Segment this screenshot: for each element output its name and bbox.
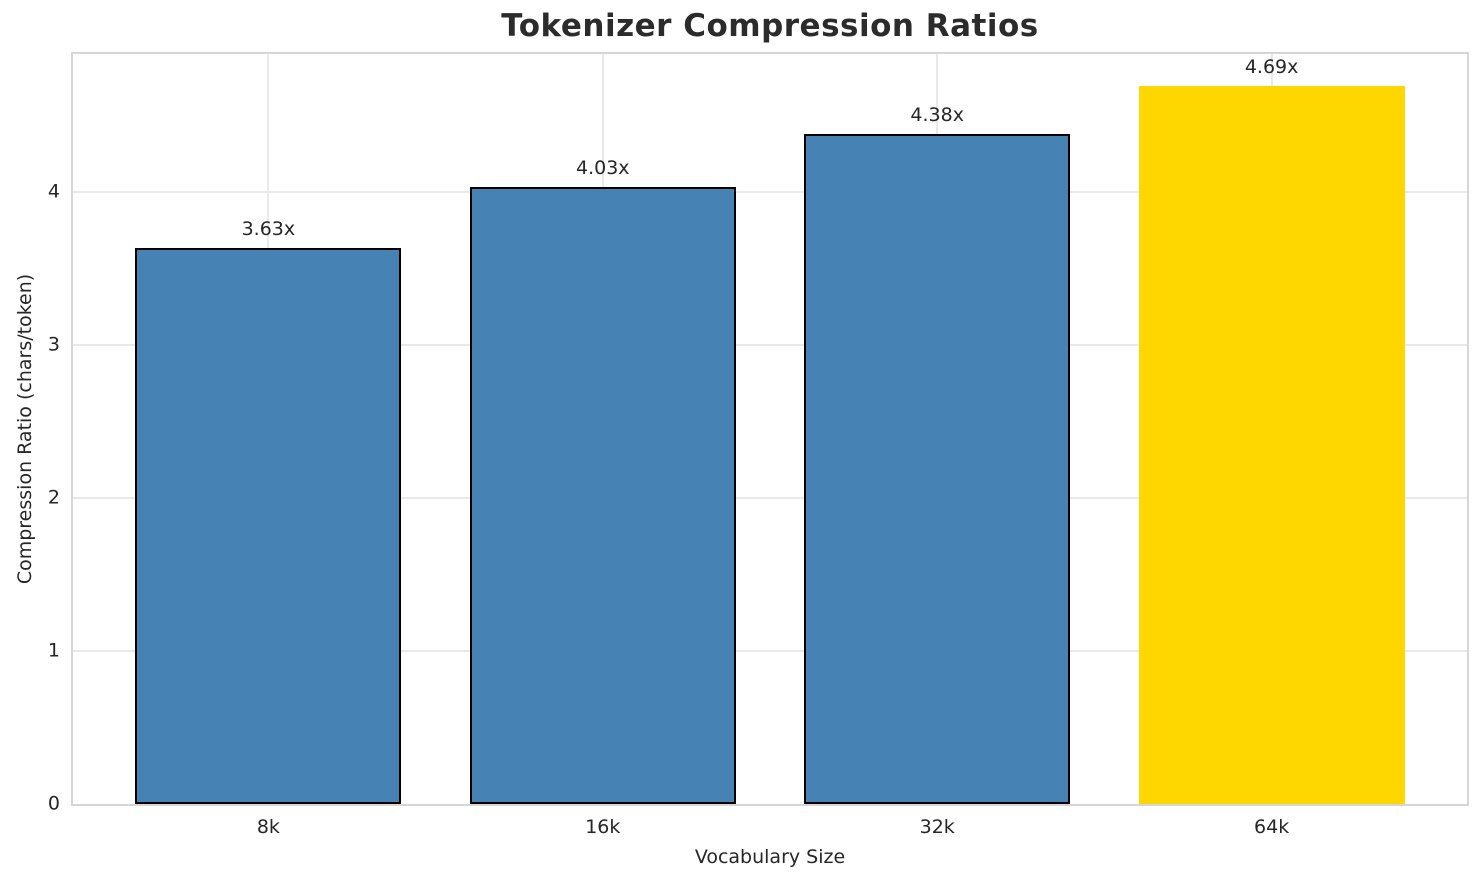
y-tick-label: 1 bbox=[47, 639, 60, 662]
bar-8k bbox=[135, 248, 402, 804]
plot-area: 0 1 2 3 4 3.63x 8k 4.03x 16k 4.38x 32k 4.69x 64k bbox=[48, 52, 1469, 838]
chart-title: Tokenizer Compression Ratios bbox=[501, 8, 1039, 44]
y-tick-label: 0 bbox=[47, 792, 60, 815]
x-tick-label: 64k bbox=[1254, 816, 1290, 838]
bar-16k bbox=[469, 187, 736, 804]
horizontal-gridline bbox=[73, 343, 1467, 346]
bar-value-label: 3.63x bbox=[241, 218, 296, 241]
bar-64k bbox=[1138, 86, 1405, 804]
x-axis-label: Vocabulary Size bbox=[694, 846, 846, 868]
y-axis-label: Compression Ratio (chars/token) bbox=[14, 273, 36, 585]
bar-value-label: 4.69x bbox=[1244, 56, 1299, 79]
bar-value-label: 4.03x bbox=[576, 157, 630, 180]
y-tick-label: 4 bbox=[47, 180, 60, 203]
bar-32k bbox=[804, 133, 1071, 804]
x-tick-label: 32k bbox=[919, 816, 955, 838]
horizontal-gridline bbox=[73, 190, 1467, 193]
x-tick-label: 16k bbox=[585, 816, 621, 838]
y-tick-label: 3 bbox=[47, 333, 60, 356]
bar-value-label: 4.38x bbox=[910, 103, 964, 126]
y-tick-label: 2 bbox=[47, 486, 60, 509]
horizontal-gridline bbox=[73, 496, 1467, 499]
horizontal-gridline bbox=[73, 649, 1467, 652]
x-tick-label: 8k bbox=[256, 816, 280, 838]
